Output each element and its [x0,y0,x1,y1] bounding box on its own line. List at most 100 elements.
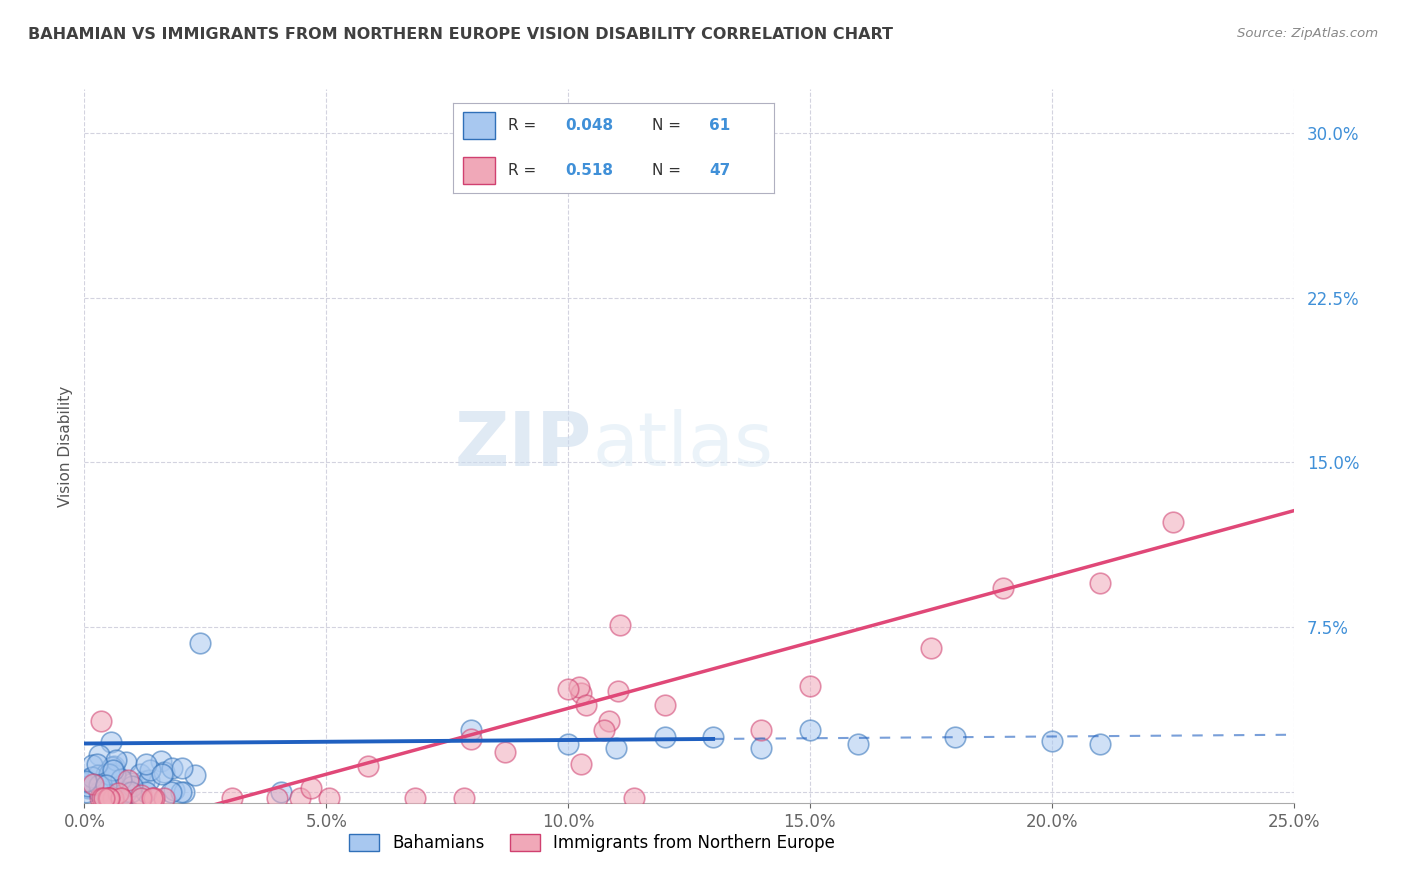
Point [76,779,98,793]
Point [110,791,132,805]
Point [120,785,142,799]
Point [702,730,724,744]
Point [128,767,150,781]
Point [404,791,426,805]
Point [97,767,120,781]
Point [91,784,114,798]
Point [87,768,110,782]
Point [557,681,579,696]
Point [110,791,132,805]
Point [87,748,110,763]
Point [654,730,676,744]
Point [609,618,631,632]
Point [183,768,205,782]
Point [751,723,773,737]
Text: Source: ZipAtlas.com: Source: ZipAtlas.com [1237,27,1378,40]
Point [654,698,676,712]
Text: BAHAMIAN VS IMMIGRANTS FROM NORTHERN EUROPE VISION DISABILITY CORRELATION CHART: BAHAMIAN VS IMMIGRANTS FROM NORTHERN EUR… [28,27,893,42]
Point [80,771,103,785]
Point [460,723,482,738]
Point [115,785,138,799]
Point [943,730,966,744]
Point [139,764,162,778]
Legend: Bahamians, Immigrants from Northern Europe: Bahamians, Immigrants from Northern Euro… [343,827,842,859]
Point [453,791,475,805]
Point [94,772,117,786]
Point [138,773,160,788]
Point [568,681,591,695]
Point [159,785,181,799]
Point [270,785,292,799]
Point [87,785,110,799]
Point [569,756,592,771]
Point [103,759,125,773]
Point [607,683,630,698]
Point [288,791,311,805]
Point [82,758,104,772]
Point [162,761,184,775]
Point [593,723,616,737]
Point [86,757,108,772]
Point [557,737,579,751]
Point [799,723,821,738]
Point [75,775,97,789]
Point [75,772,97,786]
Point [1161,515,1184,529]
Point [94,767,117,781]
Point [97,791,120,805]
Point [141,791,163,805]
Point [100,735,122,749]
Point [121,776,143,790]
Point [94,778,117,792]
Point [751,740,773,755]
Point [104,768,127,782]
Y-axis label: Vision Disability: Vision Disability [58,385,73,507]
Point [153,791,176,805]
Point [623,791,645,805]
Point [598,714,620,728]
Point [1088,737,1111,751]
Point [101,791,124,805]
Point [104,766,127,780]
Point [129,789,152,803]
Point [993,581,1015,595]
Point [104,753,127,767]
Point [75,785,97,799]
Point [129,791,152,805]
Point [170,785,193,799]
Text: atlas: atlas [592,409,773,483]
Point [82,777,104,791]
Point [90,714,112,728]
Point [107,786,129,800]
Point [97,791,120,805]
Point [103,778,125,792]
Point [97,791,120,805]
Point [190,635,212,649]
Point [93,791,115,805]
Point [150,766,173,780]
Point [121,779,143,793]
Point [846,737,869,751]
Point [77,780,100,795]
Point [494,745,516,759]
Point [357,759,380,773]
Point [172,761,194,775]
Point [318,791,340,805]
Point [299,781,322,796]
Point [135,757,157,772]
Point [163,783,186,797]
Point [1040,734,1063,748]
Point [75,774,97,789]
Point [97,791,120,805]
Point [134,774,156,789]
Point [110,772,132,787]
Text: ZIP: ZIP [456,409,592,483]
Point [101,763,124,777]
Point [569,686,592,700]
Point [149,754,172,768]
Point [90,791,112,805]
Point [173,785,195,799]
Point [117,773,139,788]
Point [574,698,596,712]
Point [135,785,157,799]
